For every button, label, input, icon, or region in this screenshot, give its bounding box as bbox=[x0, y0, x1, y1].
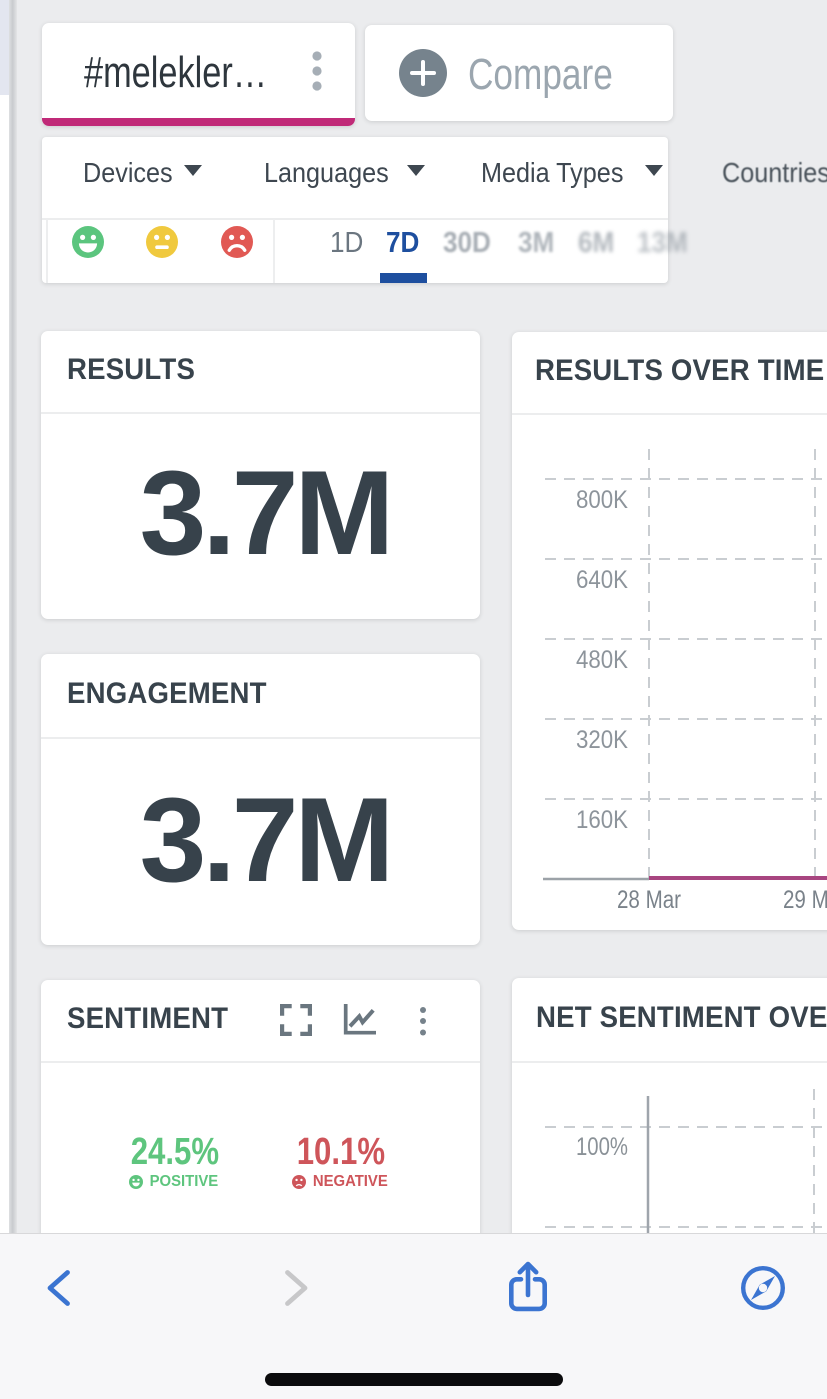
svg-text:800K: 800K bbox=[576, 486, 628, 514]
svg-text:640K: 640K bbox=[576, 566, 628, 594]
svg-text:480K: 480K bbox=[576, 646, 628, 674]
svg-text:320K: 320K bbox=[576, 726, 628, 754]
svg-text:160K: 160K bbox=[576, 806, 628, 834]
svg-text:100%: 100% bbox=[576, 1133, 628, 1161]
svg-text:28 Mar: 28 Mar bbox=[617, 886, 681, 914]
svg-text:29 Mar: 29 Mar bbox=[783, 886, 827, 914]
